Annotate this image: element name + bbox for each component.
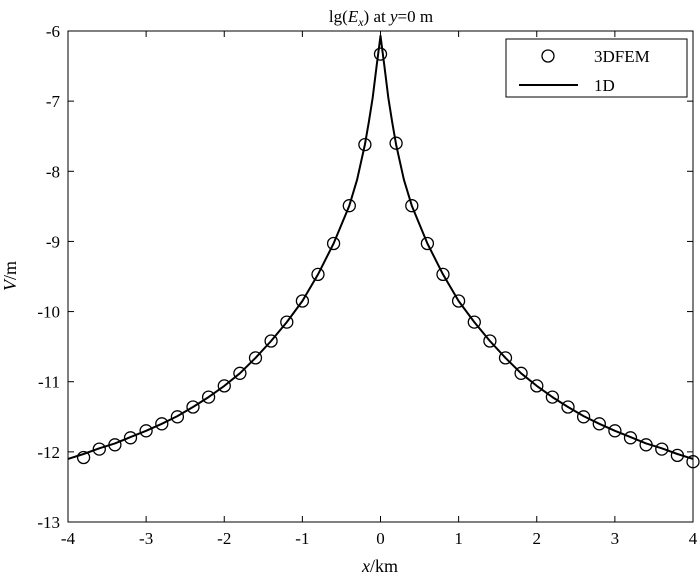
title-sub: x [357, 15, 364, 29]
data-point-3dfem [311, 267, 325, 282]
y-tick-label: -11 [38, 373, 60, 392]
x-tick-label: -1 [295, 529, 309, 548]
y-tick-label: -8 [46, 162, 60, 181]
x-tick-label: 0 [376, 529, 385, 548]
data-point-3dfem [405, 199, 419, 213]
data-point-3dfem [76, 450, 91, 465]
y-axis-var: V [0, 278, 20, 291]
data-point-3dfem [623, 431, 638, 445]
data-point-3dfem [686, 455, 700, 469]
data-point-3dfem [358, 137, 372, 152]
y-tick-label: -13 [37, 513, 60, 532]
data-point-3dfem [576, 410, 591, 424]
legend: 3DFEM 1D [505, 38, 688, 98]
data-point-3dfem [670, 448, 685, 463]
data-point-3dfem [373, 47, 388, 61]
x-axis: -4 -3 -2 -1 0 1 2 3 4 [61, 31, 698, 548]
data-point-3dfem [467, 315, 481, 329]
data-point-3dfem [639, 438, 653, 452]
data-point-3dfem [186, 400, 200, 414]
data-point-3dfem [123, 431, 138, 445]
title-suffix: =0 m [398, 7, 434, 26]
x-axis-var: x [361, 556, 370, 576]
data-point-3dfem [436, 267, 450, 282]
data-point-3dfem [248, 351, 263, 365]
title-prefix: lg( [329, 7, 348, 26]
legend-box [505, 38, 688, 98]
data-point-3dfem [498, 351, 513, 365]
x-tick-label: 2 [533, 529, 542, 548]
data-point-3dfem [483, 334, 497, 348]
data-point-3dfem [342, 199, 356, 213]
legend-label-1d: 1D [594, 76, 615, 95]
data-point-3dfem [280, 315, 294, 329]
data-point-3dfem [170, 410, 185, 424]
y-tick-label: -9 [46, 232, 60, 251]
y-axis-unit: /m [0, 261, 20, 280]
data-point-3dfem [139, 424, 153, 438]
data-point-3dfem [92, 442, 106, 456]
y-tick-label: -7 [46, 92, 61, 111]
x-tick-label: -3 [139, 529, 153, 548]
plot-frame [67, 30, 694, 523]
data-point-3dfem [155, 417, 169, 431]
data-point-3dfem [108, 438, 122, 452]
series-layer [67, 34, 700, 469]
series-line-1d [67, 34, 694, 460]
data-point-3dfem [592, 417, 606, 431]
chart-title: lg(Ex) at y=0 m [329, 7, 433, 29]
data-point-3dfem [561, 400, 575, 414]
legend-marker-3dfem [541, 49, 555, 63]
data-point-3dfem [420, 236, 435, 251]
data-point-3dfem [545, 390, 560, 404]
data-point-3dfem [530, 379, 544, 393]
x-axis-unit: /km [370, 556, 398, 576]
data-point-3dfem [326, 236, 341, 251]
x-tick-label: -4 [61, 529, 76, 548]
title-var: E [347, 7, 359, 26]
data-point-3dfem [217, 379, 231, 393]
x-tick-label: 3 [611, 529, 620, 548]
data-point-3dfem [514, 366, 528, 380]
data-point-3dfem [201, 390, 216, 404]
data-point-3dfem [655, 442, 669, 456]
y-axis-title: V/m [0, 261, 20, 291]
data-point-3dfem [233, 366, 247, 380]
data-point-3dfem [264, 334, 278, 348]
y-axis: -6 -7 -8 -9 -10 -11 -12 -13 [37, 22, 693, 532]
data-point-3dfem [451, 294, 466, 308]
x-axis-title: x/km [361, 556, 398, 576]
x-tick-label: -2 [217, 529, 231, 548]
legend-label-3dfem: 3DFEM [594, 47, 650, 66]
x-tick-label: 1 [454, 529, 463, 548]
y-tick-label: -10 [37, 303, 60, 322]
title-yvar: y [388, 7, 398, 26]
data-point-3dfem [608, 424, 622, 438]
y-tick-label: -6 [46, 22, 60, 41]
data-point-3dfem [389, 136, 403, 150]
x-tick-label: 4 [689, 529, 698, 548]
y-tick-label: -12 [37, 443, 60, 462]
data-point-3dfem [295, 294, 310, 308]
title-mid: ) at [364, 7, 390, 26]
